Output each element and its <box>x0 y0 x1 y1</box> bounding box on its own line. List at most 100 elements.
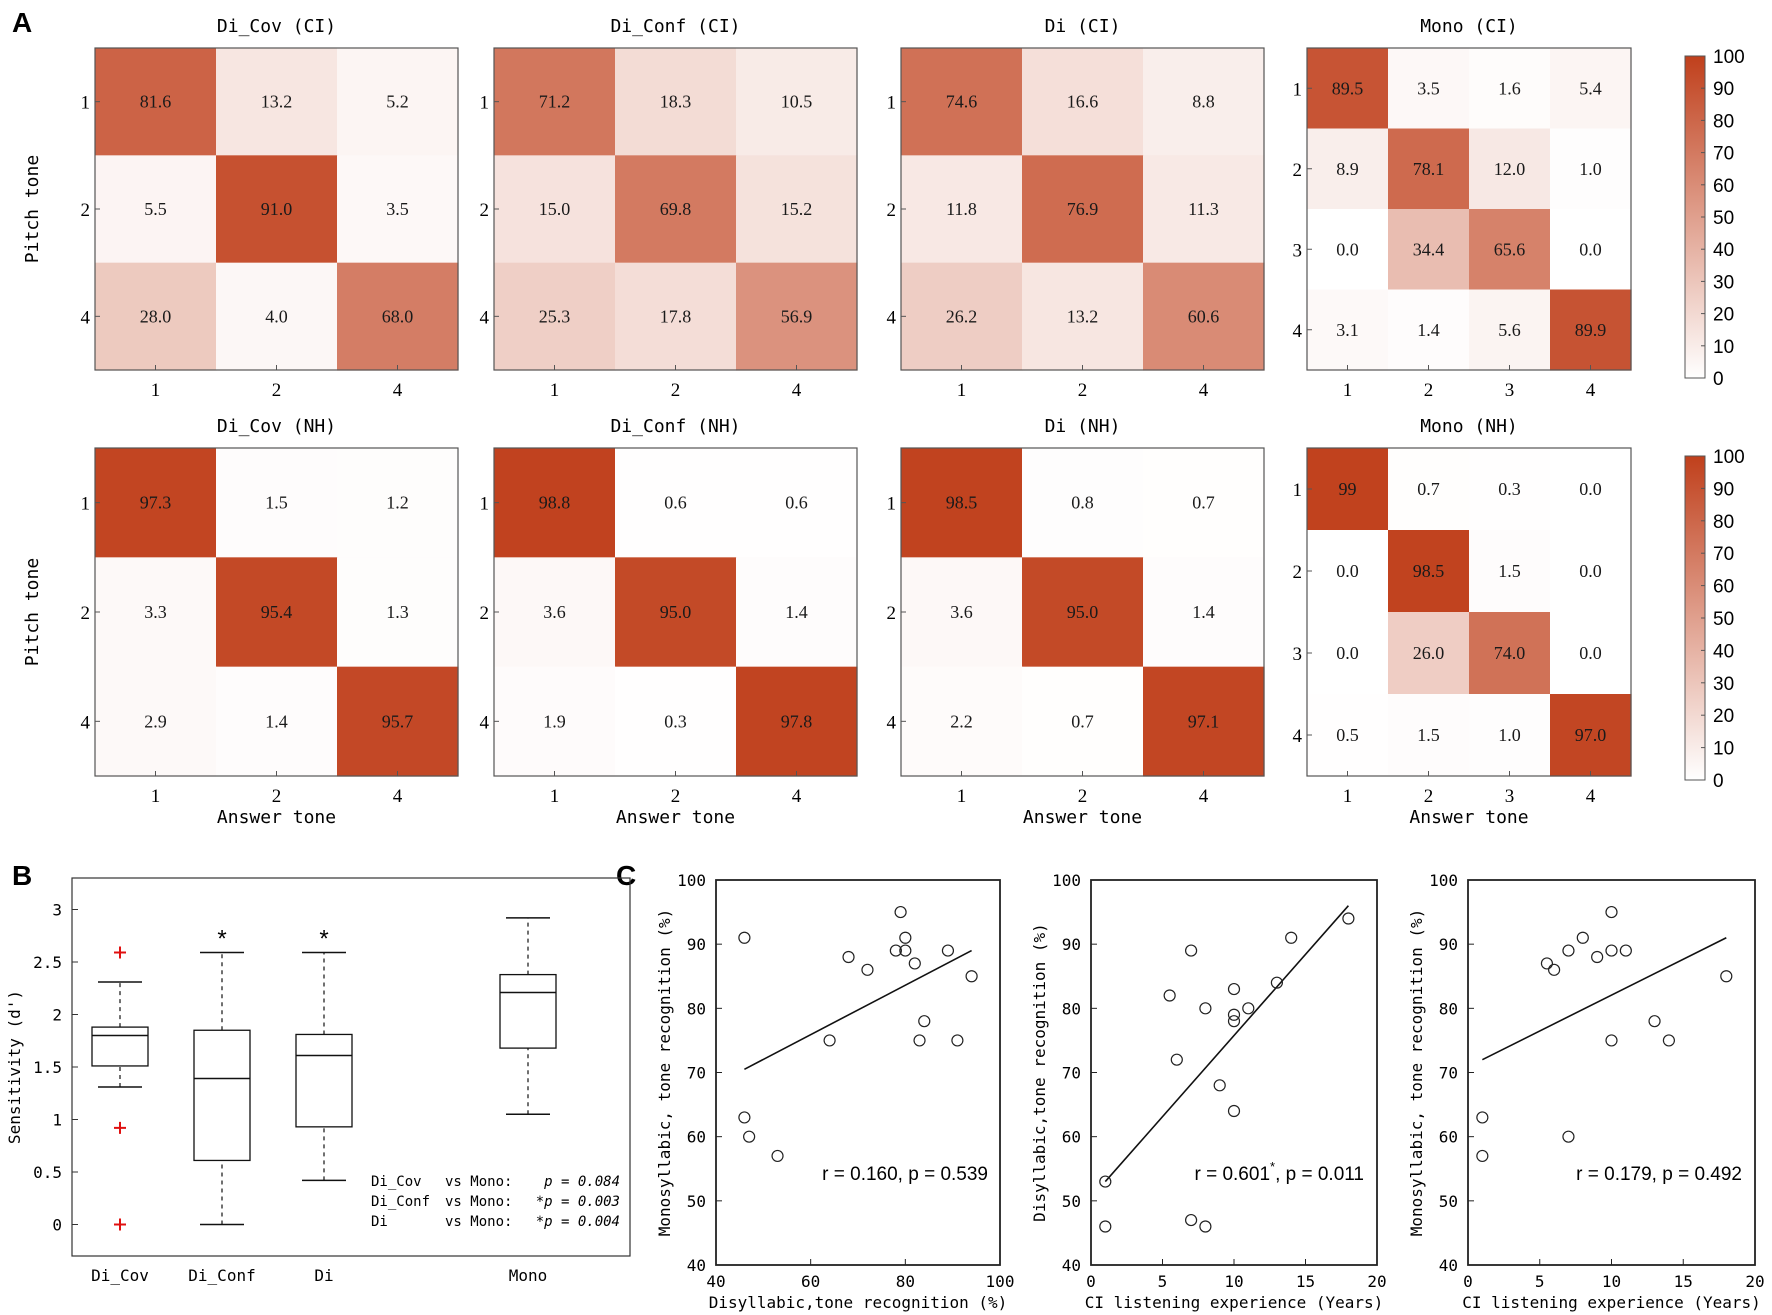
x-tick-label: Mono <box>509 1266 548 1285</box>
cell-value: 8.8 <box>1192 92 1215 112</box>
heatmap-cell <box>615 557 737 668</box>
cell-value: 4.0 <box>265 306 288 326</box>
x-axis-label: CI listening experience (Years) <box>1462 1293 1761 1312</box>
x-tick-label: 4 <box>792 786 802 807</box>
colorbar-tick-label: 40 <box>1713 641 1734 662</box>
cell-value: 0.0 <box>1579 239 1602 259</box>
cell-value: 76.9 <box>1067 199 1099 219</box>
box: Di_Cov <box>91 946 149 1285</box>
data-point <box>908 957 921 970</box>
heatmap-cell <box>1307 530 1389 613</box>
data-point <box>1227 1104 1241 1118</box>
y-tick-label: 4 <box>480 307 490 328</box>
correlation-r: r = 0.160, p = 0.539 <box>822 1164 988 1185</box>
colorbar-tick-label: 100 <box>1713 47 1745 68</box>
y-tick-label: 3 <box>1293 240 1303 261</box>
x-axis-label: Answer tone <box>217 807 336 828</box>
cell-value: 0.3 <box>1498 479 1521 499</box>
confusion-matrix: Di_Conf (NH) 98.8 0.6 0.6 3.6 95.0 1.4 1.9 0.3 97… <box>480 416 858 828</box>
y-tick-label: 100 <box>1429 871 1458 890</box>
stats-comparison: vs Mono: <box>445 1194 512 1210</box>
heatmap-cell <box>1143 557 1265 668</box>
cell-value: 1.5 <box>1498 561 1521 581</box>
heatmap-cell <box>1307 128 1389 210</box>
cell-value: 1.6 <box>1498 78 1521 98</box>
cell-value: 11.3 <box>1188 199 1219 219</box>
heatmap-cell <box>1550 448 1632 531</box>
heatmap-cell <box>1022 155 1144 264</box>
heatmap-cell <box>216 557 338 668</box>
y-tick-label: 90 <box>1439 935 1458 954</box>
cell-value: 89.5 <box>1332 78 1364 98</box>
y-tick-label: 70 <box>1439 1064 1458 1083</box>
heatmap-cell <box>1143 666 1265 777</box>
cell-value: 0.0 <box>1336 643 1359 663</box>
heatmap-cell <box>494 666 616 777</box>
y-tick-label: 1 <box>480 494 490 515</box>
cell-value: 0.6 <box>785 493 808 513</box>
x-tick-label: 1 <box>550 380 560 401</box>
heatmap-cell <box>1143 448 1265 558</box>
data-point <box>1184 1213 1198 1227</box>
cell-value: 3.3 <box>144 602 167 622</box>
x-tick-label: 1 <box>1343 786 1353 807</box>
iqr-box <box>91 1026 149 1067</box>
y-tick-label: 50 <box>687 1192 706 1211</box>
data-point <box>1199 1220 1212 1233</box>
cell-value: 5.6 <box>1498 320 1521 340</box>
y-tick-label: 2 <box>1293 562 1303 583</box>
cell-value: 1.0 <box>1579 159 1602 179</box>
colorbar-tick-label: 100 <box>1713 447 1745 468</box>
x-tick-label: 5 <box>1158 1272 1168 1291</box>
data-point <box>1540 957 1554 970</box>
confusion-matrices: Di_Cov (CI) 81.6 13.2 5.2 5.5 91.0 3.5 28.0 4.0 6… <box>22 16 1745 828</box>
heatmap-cell <box>615 448 737 558</box>
cell-value: 1.5 <box>1417 725 1440 745</box>
data-point <box>899 944 912 957</box>
x-axis-label: Disyllabic,tone recognition (%) <box>709 1293 1008 1312</box>
outlier-marker <box>114 1121 126 1134</box>
matrix-frame <box>1306 47 1632 371</box>
heatmap-cell <box>1307 612 1389 695</box>
cell-value: 1.0 <box>1498 725 1521 745</box>
data-point <box>771 1149 784 1163</box>
heatmap-cell <box>1469 289 1551 371</box>
heatmap-cell <box>494 448 616 558</box>
heatmap-cell <box>736 448 858 558</box>
heatmap-cell <box>216 155 338 264</box>
cell-value: 68.0 <box>382 306 414 326</box>
heatmap-cell <box>1388 209 1470 291</box>
heatmap-cell <box>1388 289 1470 371</box>
y-tick-label: 1 <box>480 93 490 114</box>
heatmap-cell <box>1143 262 1265 371</box>
heatmap-cell <box>337 448 459 558</box>
colorbar-tick-label: 30 <box>1713 272 1734 293</box>
cell-value: 28.0 <box>140 306 172 326</box>
panel-label-a: A <box>12 7 32 38</box>
y-tick-label: 1 <box>887 93 897 114</box>
cell-value: 34.4 <box>1413 239 1445 259</box>
x-tick-label: 2 <box>1078 380 1088 401</box>
x-tick-label: 10 <box>1224 1272 1243 1291</box>
y-tick-label: 100 <box>677 871 706 890</box>
y-tick-label: 80 <box>687 999 706 1018</box>
heatmap-cell <box>1022 448 1144 558</box>
heatmap-cell <box>736 666 858 777</box>
heatmap-cell <box>95 666 217 777</box>
scatter-plot: 0 5 10 15 20 40 50 60 70 80 90 100 CI listening expe… <box>1030 871 1387 1312</box>
data-point <box>918 1015 931 1028</box>
cell-value: 0.7 <box>1192 493 1215 513</box>
heatmap-cell <box>1022 48 1144 156</box>
correlation-annotation: r = 0.160, p = 0.539 <box>822 1164 988 1185</box>
y-tick-label: 70 <box>1062 1064 1081 1083</box>
cell-value: 0.7 <box>1071 711 1094 731</box>
y-tick-label: 4 <box>480 712 490 733</box>
stats-p-value: p = 0.084 <box>543 1174 620 1190</box>
heatmap-cell <box>1469 530 1551 613</box>
x-tick-label: 4 <box>1586 786 1596 807</box>
cell-value: 95.0 <box>1067 602 1099 622</box>
x-tick-label: 15 <box>1674 1272 1693 1291</box>
heatmap-cell <box>1469 448 1551 531</box>
data-point <box>1547 963 1561 976</box>
colorbar-tick-label: 10 <box>1713 739 1734 760</box>
